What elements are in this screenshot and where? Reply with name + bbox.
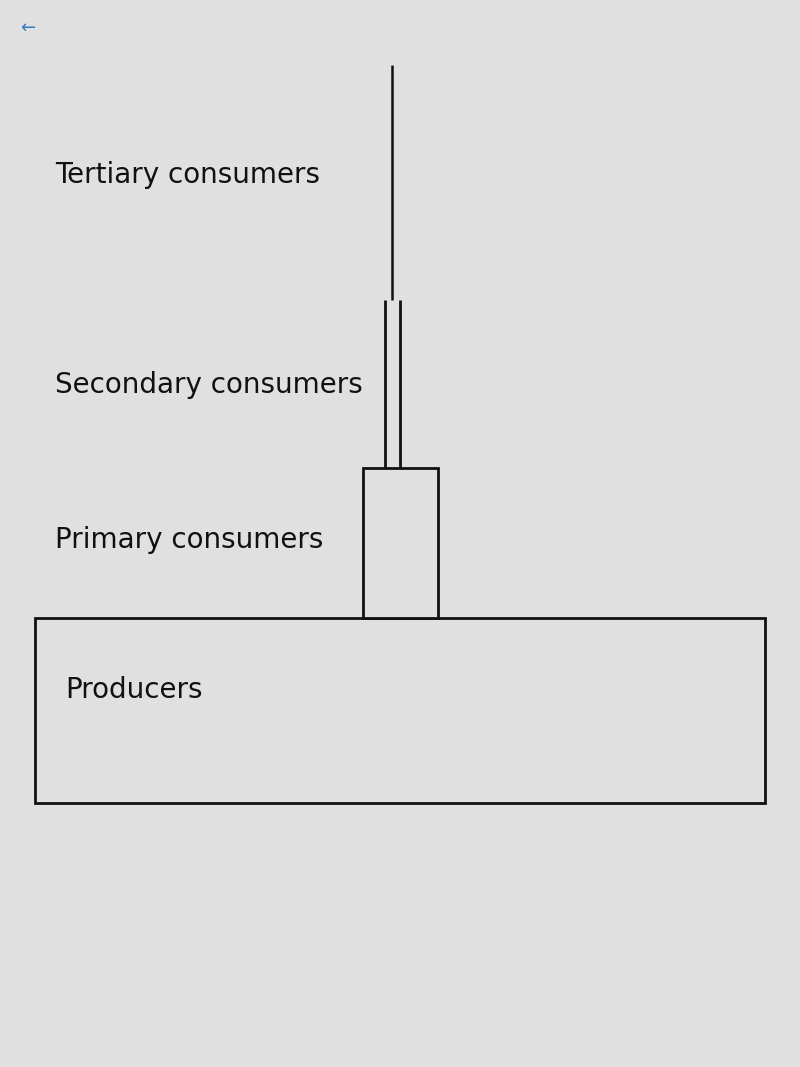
Text: Secondary consumers: Secondary consumers (55, 371, 362, 399)
Bar (363, 468, 438, 618)
Text: ←: ← (20, 19, 35, 37)
Bar (35, 618, 765, 803)
Text: Producers: Producers (65, 676, 202, 704)
Text: Primary consumers: Primary consumers (55, 526, 323, 554)
Text: Tertiary consumers: Tertiary consumers (55, 161, 320, 189)
